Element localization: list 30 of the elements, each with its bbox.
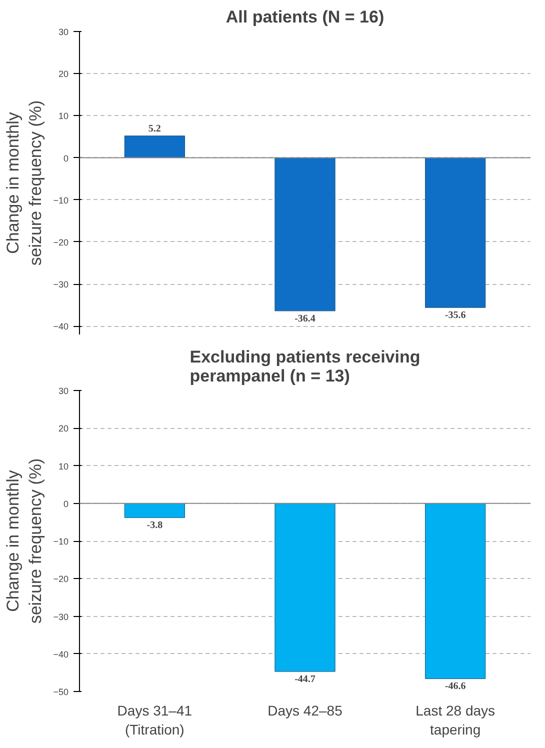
data-label: -44.7 (294, 674, 316, 686)
data-label: -46.6 (444, 681, 466, 692)
y-axis-title: Change in monthly seizure frequency (%) (3, 458, 46, 624)
y-tick-label: −30 (53, 612, 69, 622)
x-tick-label: Days 31–41 (Titration) (117, 702, 192, 738)
y-axis-title: Change in monthly seizure frequency (%) (3, 100, 46, 266)
y-tick-label: −10 (53, 536, 69, 546)
y-tick-label: 20 (58, 424, 69, 434)
data-label: -36.4 (294, 313, 316, 324)
x-tick-label: Last 28 days tapering (416, 702, 496, 738)
y-tick-label: −20 (53, 574, 69, 584)
y-tick-label: 30 (58, 386, 69, 396)
y-tick-label: −10 (53, 195, 69, 206)
y-tick-label: −40 (53, 649, 69, 660)
chart-title: Excluding patients receiving perampanel (n = 13) (190, 348, 420, 386)
y-tick-label: 30 (58, 27, 69, 37)
x-tick-label: Days 42–85 (268, 702, 343, 718)
data-label: -3.8 (146, 520, 163, 532)
y-tick-label: 0 (63, 153, 69, 164)
y-tick-label: 10 (58, 111, 69, 122)
data-label: -35.6 (444, 310, 466, 322)
data-label: 5.2 (148, 123, 161, 134)
y-tick-label: 20 (58, 69, 69, 80)
y-tick-label: −30 (53, 280, 69, 290)
y-tick-label: 0 (63, 498, 69, 509)
y-tick-label: 10 (58, 461, 69, 472)
chart-title: All patients (N = 16) (226, 8, 384, 26)
y-tick-label: −40 (53, 322, 69, 332)
y-tick-label: −50 (53, 687, 69, 697)
y-tick-label: −20 (53, 237, 69, 248)
